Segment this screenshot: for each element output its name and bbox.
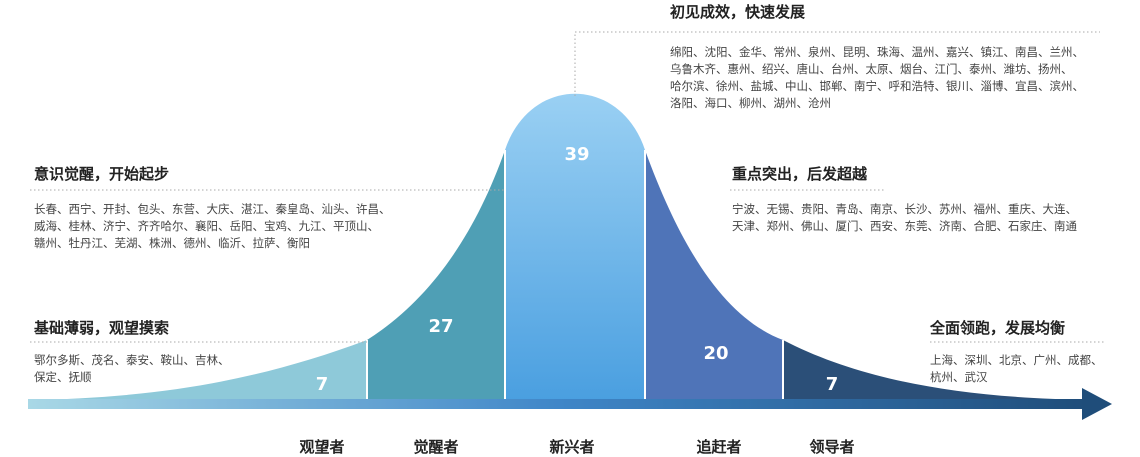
title-emerging: 初见成效，快速发展 [670, 3, 806, 21]
segment-emerging [505, 93, 645, 400]
title-watchers: 基础薄弱，观望摸索 [34, 319, 170, 337]
cities-chasers: 宁波、无锡、贵阳、青岛、南京、长沙、苏州、福州、重庆、大连、 天津、郑州、佛山、厦… [732, 202, 1077, 233]
cities-watchers: 鄂尔多斯、茂名、泰安、鞍山、吉林、 保定、抚顺 [34, 353, 230, 384]
title-awakeners: 意识觉醒，开始起步 [34, 165, 170, 183]
segment-leaders [783, 340, 1090, 400]
segment-awakeners [367, 150, 505, 400]
cities-leaders: 上海、深圳、北京、广州、成都、 杭州、武汉 [930, 353, 1103, 384]
value-chasers: 20 [703, 343, 728, 364]
arrow-head-icon [1082, 388, 1112, 420]
cities-emerging: 绵阳、沈阳、金华、常州、泉州、昆明、珠海、温州、嘉兴、镇江、南昌、兰州、 乌鲁木齐… [670, 45, 1084, 110]
cities-awakeners: 长春、西宁、开封、包头、东营、大庆、湛江、秦皇岛、汕头、许昌、 威海、桂林、济宁、… [34, 202, 391, 250]
segment-chasers [645, 150, 783, 400]
value-emerging: 39 [564, 144, 589, 165]
axis-bar [28, 399, 1088, 409]
title-chasers: 重点突出，后发超越 [732, 165, 868, 183]
title-leaders: 全面领跑，发展均衡 [930, 319, 1066, 337]
value-watchers: 7 [316, 374, 329, 395]
category-chasers: 追赶者 [696, 438, 742, 456]
category-watchers: 观望者 [299, 438, 345, 456]
category-leaders: 领导者 [809, 438, 855, 456]
value-leaders: 7 [826, 374, 839, 395]
leader-lines [30, 31, 1105, 343]
category-awakeners: 觉醒者 [413, 438, 459, 456]
segment-watchers [28, 340, 367, 400]
category-emerging: 新兴者 [549, 438, 595, 456]
value-awakeners: 27 [428, 316, 453, 337]
